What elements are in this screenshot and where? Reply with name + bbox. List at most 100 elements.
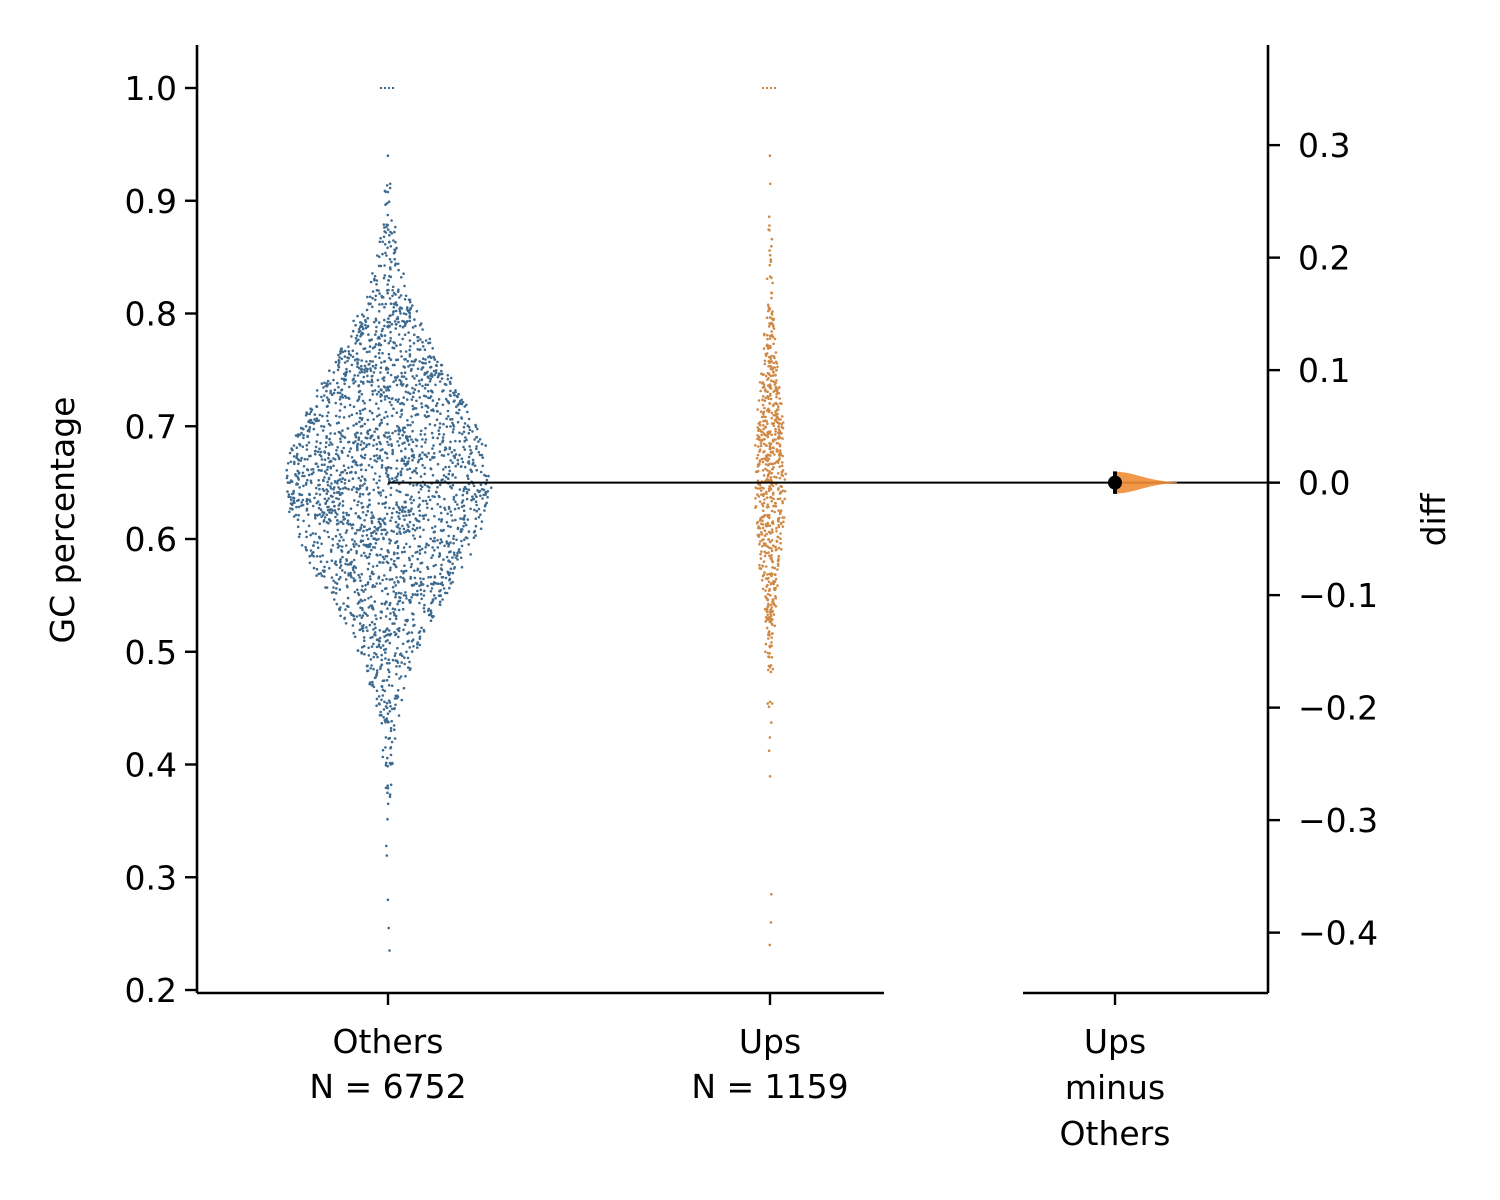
- swarm-point: [344, 578, 348, 581]
- swarm-point: [399, 470, 403, 474]
- swarm-point: [388, 385, 392, 388]
- swarm-point: [363, 519, 366, 522]
- swarm-point: [442, 433, 446, 436]
- swarm-point: [413, 377, 416, 380]
- swarm-point: [423, 483, 427, 487]
- swarm-point: [384, 736, 388, 739]
- swarm-point: [770, 312, 774, 315]
- swarm-point: [780, 464, 784, 468]
- swarm-point: [351, 624, 355, 627]
- swarm-point: [441, 439, 445, 443]
- swarm-point: [337, 430, 341, 434]
- swarm-point: [377, 351, 381, 355]
- swarm-point: [767, 580, 771, 584]
- swarm-point: [420, 378, 424, 381]
- swarm-point: [433, 539, 436, 543]
- swarm-point: [396, 544, 400, 548]
- swarm-point: [328, 369, 331, 373]
- swarm-point: [371, 272, 374, 275]
- swarm-point: [767, 655, 771, 659]
- swarm-point: [392, 562, 396, 566]
- swarm-point: [402, 426, 405, 430]
- swarm-point: [459, 465, 463, 468]
- swarm-point: [448, 469, 452, 473]
- swarm-point: [766, 474, 770, 478]
- swarm-point: [365, 528, 369, 532]
- swarm-point: [410, 507, 413, 511]
- swarm-point: [437, 555, 441, 558]
- swarm-point: [352, 577, 356, 580]
- swarm-point: [357, 476, 361, 480]
- swarm-point: [398, 530, 401, 533]
- swarm-point: [345, 529, 349, 532]
- swarm-point: [432, 615, 435, 618]
- swarm-point: [477, 515, 481, 519]
- swarm-point: [394, 520, 398, 524]
- swarm-point: [301, 445, 305, 449]
- swarm-point: [447, 524, 450, 528]
- swarm-point: [772, 438, 775, 442]
- swarm-point: [370, 411, 374, 415]
- swarm-point: [368, 398, 372, 402]
- swarm-point: [394, 593, 398, 596]
- swarm-point: [298, 532, 302, 536]
- swarm-point: [769, 921, 773, 924]
- swarm-point: [398, 527, 402, 530]
- swarm-point: [374, 676, 378, 679]
- swarm-point: [480, 442, 484, 446]
- swarm-point: [313, 452, 317, 456]
- swarm-point: [475, 447, 478, 451]
- swarm-point: [421, 514, 425, 518]
- swarm-point: [458, 431, 461, 435]
- swarm-point: [451, 421, 454, 425]
- swarm-point: [778, 386, 781, 389]
- swarm-point: [431, 447, 434, 450]
- swarm-point: [360, 468, 363, 472]
- swarm-point: [305, 535, 308, 539]
- swarm-point: [379, 710, 382, 714]
- swarm-point: [355, 487, 359, 491]
- swarm-point: [368, 380, 371, 384]
- swarm-point: [383, 243, 387, 246]
- swarm-point: [366, 567, 370, 571]
- swarm-point: [403, 358, 406, 361]
- swarm-point: [369, 532, 373, 535]
- swarm-point: [466, 518, 470, 521]
- swarm-point: [344, 378, 348, 382]
- swarm-point: [372, 438, 376, 442]
- swarm-point: [380, 466, 384, 469]
- swarm-point: [774, 385, 778, 389]
- swarm-point: [375, 532, 378, 535]
- swarm-point: [475, 468, 479, 472]
- swarm-point: [301, 498, 305, 502]
- swarm-point: [411, 527, 415, 531]
- swarm-point: [465, 497, 469, 501]
- swarm-point: [357, 330, 361, 334]
- swarm-point: [317, 419, 321, 422]
- swarm-point: [388, 641, 392, 645]
- swarm-point: [344, 373, 348, 376]
- swarm-point: [325, 389, 328, 393]
- swarm-point: [767, 463, 770, 467]
- swarm-point: [438, 600, 442, 604]
- swarm-point: [339, 440, 343, 444]
- swarm-point: [362, 375, 366, 379]
- swarm-point: [452, 542, 455, 545]
- swarm-point: [337, 486, 340, 489]
- swarm-ups: [754, 87, 787, 947]
- swarm-point: [394, 595, 397, 599]
- swarm-point: [401, 607, 405, 611]
- swarm-point: [445, 555, 449, 559]
- swarm-point: [398, 296, 401, 299]
- swarm-point: [370, 548, 373, 552]
- swarm-point: [414, 383, 418, 387]
- swarm-point: [416, 567, 420, 571]
- swarm-point: [364, 479, 367, 482]
- swarm-point: [394, 262, 398, 266]
- swarm-point: [764, 396, 767, 400]
- swarm-point: [377, 321, 381, 324]
- swarm-point: [386, 246, 389, 250]
- swarm-point: [301, 471, 305, 475]
- swarm-point: [316, 541, 319, 544]
- swarm-point: [433, 575, 437, 578]
